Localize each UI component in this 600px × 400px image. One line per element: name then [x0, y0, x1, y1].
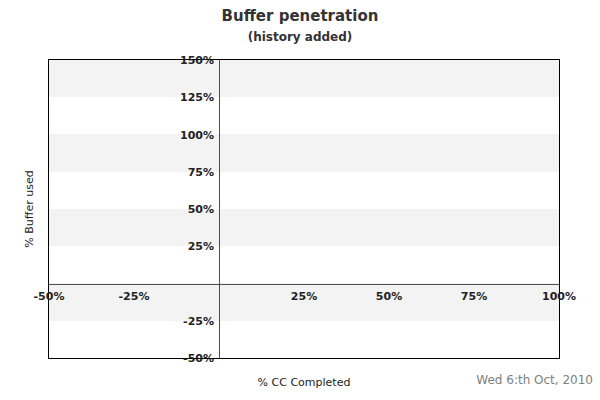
y-tick-label: -25%: [49, 314, 214, 327]
x-tick-label: -25%: [119, 290, 150, 303]
y-tick-label: 25%: [49, 240, 214, 253]
y-tick-label: 150%: [49, 54, 214, 67]
y-tick-label: 50%: [49, 203, 214, 216]
chart-window: Buffer penetration (history added) 150% 1…: [0, 0, 600, 400]
chart-subtitle: (history added): [0, 30, 600, 44]
x-tick-label: 100%: [542, 290, 576, 303]
y-axis-zero-line: [219, 60, 220, 358]
x-axis-zero-line: [49, 284, 559, 285]
y-axis-title: % Buffer used: [23, 170, 36, 247]
x-tick-label: 50%: [376, 290, 402, 303]
chart-title: Buffer penetration: [0, 7, 600, 25]
x-tick-label: -50%: [34, 290, 65, 303]
plot-area: 150%125%100%75%50%25%-25%-50%-50%-25%25%…: [48, 59, 560, 359]
y-tick-label: 75%: [49, 165, 214, 178]
y-tick-label: 125%: [49, 91, 214, 104]
x-tick-label: 25%: [291, 290, 317, 303]
y-tick-label: -50%: [49, 352, 214, 365]
y-tick-label: 100%: [49, 128, 214, 141]
x-tick-label: 75%: [461, 290, 487, 303]
date-stamp: Wed 6:th Oct, 2010: [476, 373, 593, 387]
